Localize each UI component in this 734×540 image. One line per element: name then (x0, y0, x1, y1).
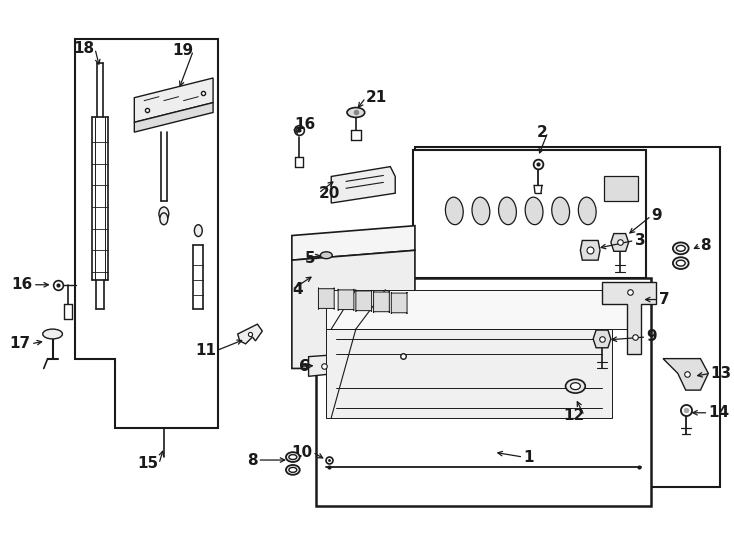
Polygon shape (292, 251, 415, 368)
Polygon shape (316, 278, 651, 507)
Ellipse shape (676, 245, 686, 251)
Polygon shape (413, 150, 647, 278)
Text: 15: 15 (138, 456, 159, 471)
Text: 2: 2 (537, 125, 548, 140)
Ellipse shape (676, 260, 686, 266)
Ellipse shape (159, 207, 169, 221)
Polygon shape (663, 359, 708, 390)
Polygon shape (327, 289, 642, 329)
Ellipse shape (498, 197, 517, 225)
Ellipse shape (160, 213, 168, 225)
Ellipse shape (286, 465, 299, 475)
Text: 10: 10 (291, 444, 313, 460)
Text: 5: 5 (305, 251, 316, 266)
Text: 8: 8 (700, 238, 711, 253)
Polygon shape (331, 167, 395, 203)
Polygon shape (292, 226, 415, 260)
Ellipse shape (570, 383, 581, 390)
Ellipse shape (472, 197, 490, 225)
FancyBboxPatch shape (356, 290, 371, 312)
Polygon shape (581, 240, 600, 260)
Text: 1: 1 (523, 450, 534, 464)
Text: 21: 21 (366, 90, 387, 105)
Polygon shape (134, 78, 213, 122)
Text: 4: 4 (292, 282, 302, 297)
Polygon shape (76, 39, 218, 428)
Polygon shape (611, 234, 628, 251)
Text: 13: 13 (711, 366, 732, 381)
Ellipse shape (321, 252, 333, 259)
Text: 6: 6 (299, 359, 310, 374)
Text: 11: 11 (195, 343, 216, 358)
Ellipse shape (578, 197, 596, 225)
Text: 16: 16 (12, 277, 33, 292)
FancyBboxPatch shape (319, 288, 334, 309)
Ellipse shape (673, 242, 688, 254)
Text: 14: 14 (708, 406, 730, 420)
Text: 18: 18 (74, 41, 95, 56)
Ellipse shape (566, 379, 585, 393)
Polygon shape (593, 330, 611, 348)
Ellipse shape (43, 329, 62, 339)
Polygon shape (602, 282, 656, 354)
FancyBboxPatch shape (338, 289, 354, 310)
Polygon shape (415, 147, 720, 487)
Polygon shape (308, 355, 341, 376)
Ellipse shape (446, 197, 463, 225)
Ellipse shape (289, 455, 297, 460)
Text: 20: 20 (319, 186, 340, 201)
Ellipse shape (552, 197, 570, 225)
Text: 3: 3 (634, 233, 645, 248)
Polygon shape (134, 103, 213, 132)
Ellipse shape (289, 468, 297, 472)
Text: 8: 8 (247, 453, 258, 468)
Text: 16: 16 (295, 117, 316, 132)
Polygon shape (604, 177, 639, 201)
Polygon shape (327, 329, 612, 418)
Text: 19: 19 (172, 43, 193, 58)
Polygon shape (238, 324, 262, 344)
Text: 17: 17 (10, 336, 31, 352)
Text: 9: 9 (651, 208, 662, 224)
Ellipse shape (195, 225, 203, 237)
FancyBboxPatch shape (391, 292, 407, 314)
Text: 7: 7 (659, 292, 669, 307)
Text: 12: 12 (563, 408, 584, 423)
Text: 9: 9 (647, 329, 657, 345)
Ellipse shape (286, 452, 299, 462)
Ellipse shape (347, 107, 365, 117)
Ellipse shape (673, 257, 688, 269)
Ellipse shape (525, 197, 543, 225)
FancyBboxPatch shape (374, 291, 389, 313)
